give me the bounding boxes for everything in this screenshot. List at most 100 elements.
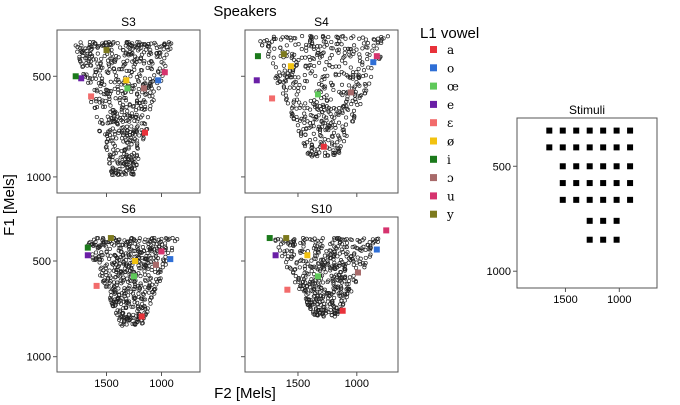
token-point <box>326 108 331 113</box>
token-point <box>371 43 376 48</box>
token-point <box>301 279 306 284</box>
token-point <box>94 89 99 94</box>
token-point <box>336 111 341 116</box>
token-point <box>316 113 321 118</box>
token-point <box>125 154 130 159</box>
token-point <box>338 294 343 299</box>
token-point <box>337 135 342 140</box>
token-point <box>141 61 146 66</box>
token-point <box>310 120 316 125</box>
panel-title: Stimuli <box>569 103 605 117</box>
token-point <box>292 242 297 247</box>
panel-s10: S10 1500 1000 <box>241 202 399 390</box>
vowel-mean-e <box>78 75 85 82</box>
token-point <box>134 114 139 119</box>
token-point <box>169 245 175 250</box>
token-point <box>93 250 99 255</box>
token-point <box>318 299 323 304</box>
token-point <box>121 139 126 144</box>
token-point <box>312 284 317 289</box>
token-point <box>136 243 141 248</box>
token-point <box>156 237 161 242</box>
token-point <box>143 297 148 302</box>
token-point <box>126 293 131 298</box>
token-point <box>124 239 129 245</box>
token-point <box>132 62 138 67</box>
token-point <box>328 97 333 102</box>
vowel-mean-i <box>266 235 273 242</box>
token-point <box>327 63 332 68</box>
token-point <box>325 260 330 265</box>
token-point <box>369 66 374 71</box>
token-point <box>97 96 102 101</box>
token-point <box>125 299 130 304</box>
token-point <box>125 317 130 322</box>
y-tick-label: 1000 <box>487 266 511 278</box>
token-point <box>351 108 357 113</box>
token-point <box>152 239 157 244</box>
token-point <box>334 111 339 116</box>
token-point <box>312 264 317 269</box>
token-point <box>124 118 129 124</box>
token-point <box>104 244 109 249</box>
token-point <box>361 68 367 73</box>
token-point <box>121 59 126 64</box>
y-axis-label: F1 [Mels] <box>1 174 18 236</box>
token-point <box>108 253 113 258</box>
token-point <box>115 148 120 153</box>
token-point <box>315 52 320 58</box>
token-point <box>291 81 296 86</box>
token-point <box>336 278 341 283</box>
vowel-mean-u <box>373 53 380 60</box>
token-point <box>324 262 329 267</box>
token-point <box>267 49 272 54</box>
token-point <box>123 43 128 48</box>
token-point <box>332 265 337 270</box>
vowel-mean-o <box>370 59 377 66</box>
token-point <box>343 36 348 41</box>
token-point <box>110 287 115 292</box>
token-point <box>280 91 286 96</box>
token-point <box>308 98 313 103</box>
token-point <box>342 50 347 55</box>
token-point <box>379 35 384 40</box>
token-point <box>116 237 121 242</box>
token-point <box>299 257 304 262</box>
token-point <box>308 306 313 311</box>
token-point <box>351 252 357 257</box>
token-point <box>155 256 160 261</box>
token-point <box>137 40 142 45</box>
token-point <box>135 92 140 97</box>
token-point <box>333 125 338 130</box>
token-point <box>291 243 296 248</box>
stimulus-point <box>546 127 553 134</box>
token-point <box>303 280 308 285</box>
token-point <box>154 54 159 59</box>
vowel-mean-o <box>167 256 174 263</box>
token-point <box>340 237 345 242</box>
token-point <box>266 51 271 57</box>
token-point <box>344 287 349 292</box>
token-point <box>103 132 108 137</box>
token-point <box>330 46 335 51</box>
token-point <box>132 249 137 254</box>
token-point <box>304 236 309 241</box>
token-point <box>153 42 158 47</box>
legend-title: L1 vowel <box>420 25 479 42</box>
token-point <box>141 98 146 103</box>
token-point <box>153 286 158 291</box>
token-point <box>166 40 171 45</box>
token-point <box>111 141 116 146</box>
token-point <box>342 267 348 272</box>
token-point <box>107 157 112 162</box>
token-point <box>323 311 328 316</box>
panel-title: S6 <box>121 202 136 216</box>
token-point <box>121 259 126 264</box>
token-point <box>132 118 137 123</box>
token-point <box>85 63 90 68</box>
token-point <box>305 119 310 124</box>
token-point <box>117 292 122 297</box>
token-point <box>351 74 356 79</box>
token-point <box>308 38 313 43</box>
token-point <box>363 247 368 252</box>
